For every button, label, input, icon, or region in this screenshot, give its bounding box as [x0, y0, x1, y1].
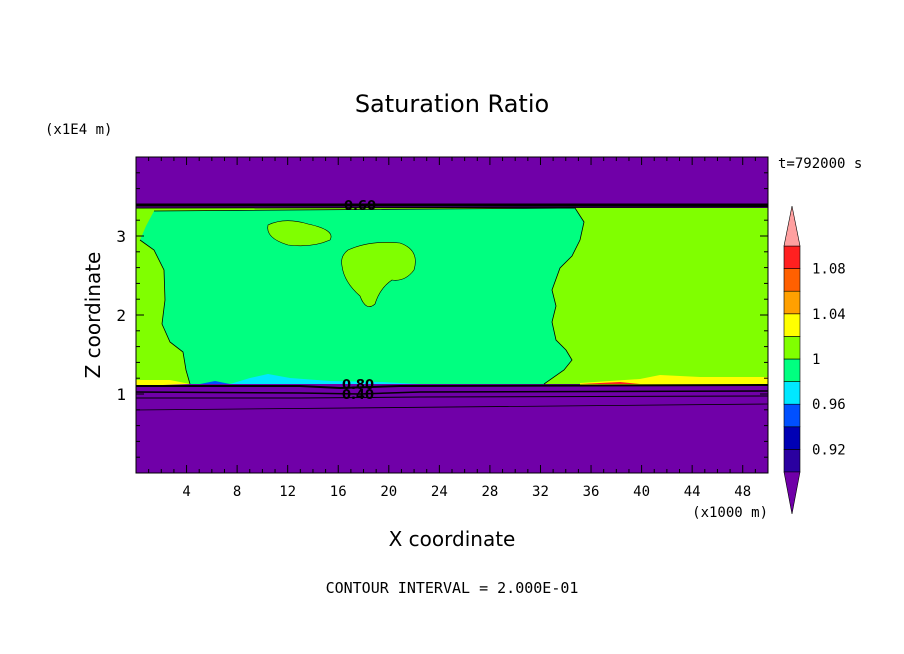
contour-line-low-2 — [135, 403, 769, 411]
contour-label: 0.40 — [342, 388, 374, 403]
cloud-base-yellow-left — [136, 380, 190, 386]
x-tick-label: 28 — [481, 484, 498, 500]
contour-line-2 — [139, 239, 191, 385]
x-tick-label: 24 — [431, 484, 448, 500]
colorbar-segment — [783, 426, 801, 450]
contour-label: 0.60 — [344, 199, 376, 214]
colorbar-segment — [783, 245, 801, 269]
colorbar-segment — [783, 290, 801, 315]
y-axis: 1 2 3 — [116, 172, 768, 458]
x-axis-title: X coordinate — [389, 527, 516, 551]
colorbar-segment — [783, 336, 801, 360]
colorbar-over-arrow — [783, 205, 801, 247]
colorbar-segment — [783, 449, 801, 473]
colorbar-tick-label: 1.08 — [812, 262, 846, 278]
cloud-base-red-spot — [580, 382, 640, 384]
contour-line-0.80 — [136, 384, 769, 390]
x-tick-label: 36 — [583, 484, 600, 500]
embedded-cell-1 — [267, 220, 332, 247]
y-tick-label: 3 — [116, 227, 126, 246]
colorbar-segment — [783, 313, 801, 337]
x-tick-label: 12 — [279, 484, 296, 500]
colorbar-under-arrow — [783, 471, 801, 515]
colorbar-tick-label: 0.92 — [812, 442, 846, 458]
contour-interval-note: CONTOUR INTERVAL = 2.000E-01 — [326, 579, 579, 597]
colorbar: 0.92 0.96 1 1.04 1.08 — [783, 205, 846, 515]
x-tick-label: 44 — [684, 484, 701, 500]
contour-line-low-1 — [136, 395, 769, 399]
colorbar-tick-label: 0.96 — [812, 397, 846, 413]
blue-patch — [200, 381, 230, 384]
x-unit-label: (x1000 m) — [692, 505, 768, 521]
contour-line-0.40 — [135, 390, 769, 395]
x-tick-label: 48 — [734, 484, 751, 500]
colorbar-segment — [783, 381, 801, 405]
x-tick-label: 16 — [330, 484, 347, 500]
embedded-cell-2 — [341, 242, 416, 307]
x-tick-label: 4 — [182, 484, 190, 500]
chart-title: Saturation Ratio — [355, 90, 549, 118]
y-axis-title: Z coordinate — [81, 252, 105, 379]
x-axis: 4 8 12 16 20 24 28 32 36 40 44 48 — [148, 157, 756, 500]
time-label: t=792000 s — [778, 156, 862, 172]
colorbar-segment — [783, 268, 801, 292]
cyan-patch — [230, 374, 420, 384]
x-tick-label: 20 — [380, 484, 397, 500]
colorbar-tick-label: 1.04 — [812, 307, 846, 323]
y-unit-label: (x1E4 m) — [45, 122, 112, 138]
colorbar-tick-label: 1 — [812, 352, 820, 368]
contour-line-1 — [153, 207, 585, 385]
x-tick-label: 32 — [532, 484, 549, 500]
contour-label: 0.80 — [342, 378, 374, 393]
contour-line-top-2 — [135, 206, 769, 209]
x-tick-label: 8 — [233, 484, 241, 500]
y-tick-label: 2 — [116, 306, 126, 325]
contour-field: 0.60 0.80 0.40 — [135, 157, 769, 473]
colorbar-segment — [783, 403, 801, 428]
colorbar-segment — [783, 358, 801, 382]
y-tick-label: 1 — [116, 385, 126, 404]
x-tick-label: 40 — [633, 484, 650, 500]
